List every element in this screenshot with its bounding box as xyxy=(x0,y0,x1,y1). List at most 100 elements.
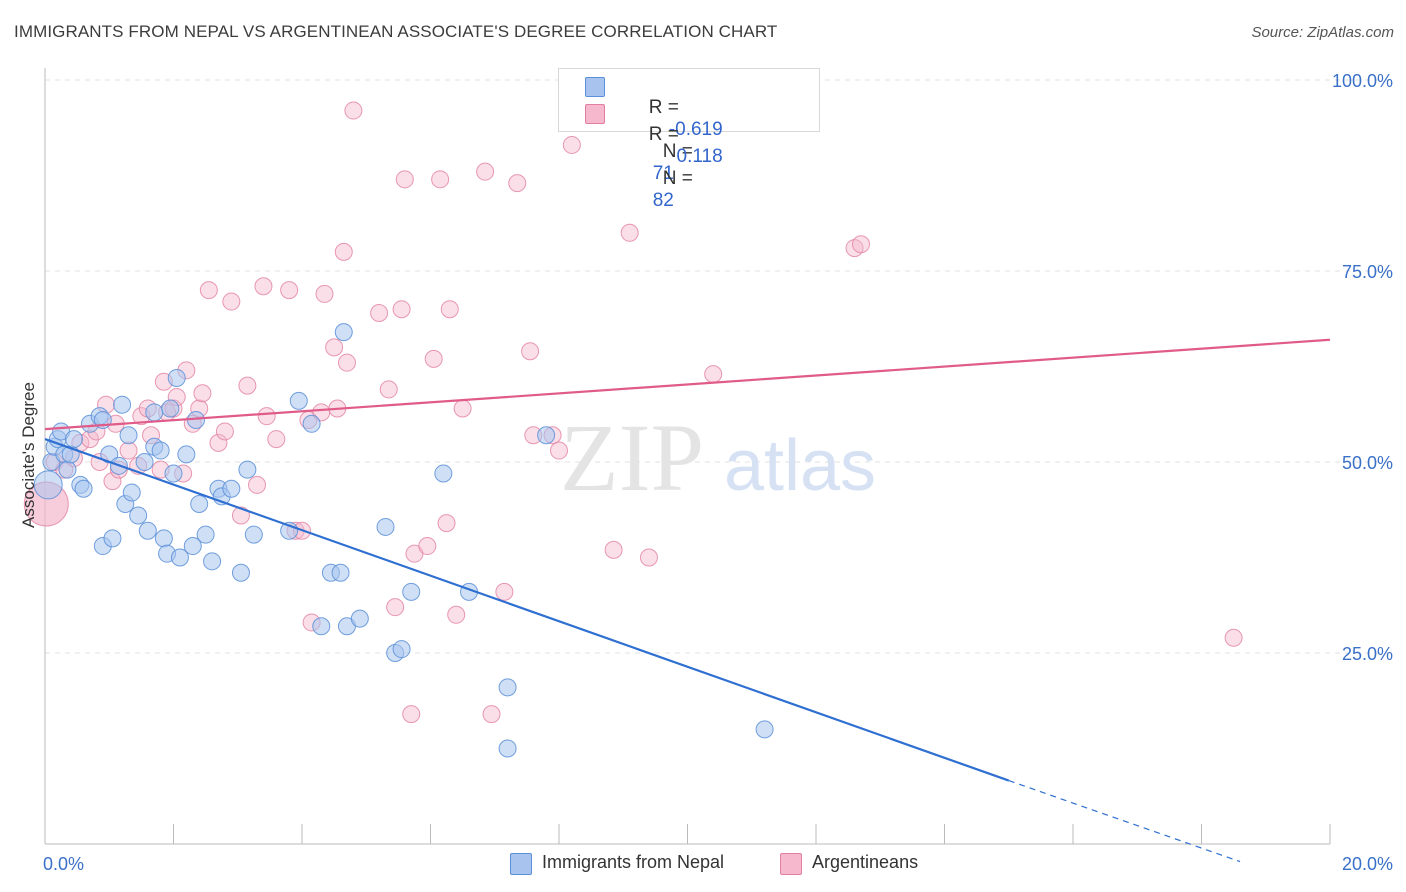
data-point-argentineans xyxy=(334,242,353,261)
data-point-argentineans xyxy=(1224,628,1243,647)
data-point-argentineans xyxy=(424,349,443,368)
data-point-argentineans xyxy=(620,223,639,242)
data-point-nepal xyxy=(161,399,180,418)
data-point-nepal xyxy=(135,453,154,471)
data-point-argentineans xyxy=(447,605,466,624)
data-point-nepal xyxy=(312,617,331,636)
source-label: Source: ZipAtlas.com xyxy=(1251,24,1394,41)
data-point-nepal xyxy=(154,529,173,548)
data-point-argentineans xyxy=(482,705,501,724)
data-point-nepal xyxy=(289,391,308,410)
data-point-nepal xyxy=(231,563,250,582)
data-point-nepal xyxy=(138,521,157,540)
data-point-argentineans xyxy=(704,365,723,384)
bottom-legend-nepal: Immigrants from Nepal xyxy=(542,852,725,872)
y-tick-label: 50.0% xyxy=(1342,453,1393,473)
data-point-argentineans xyxy=(639,548,658,567)
data-point-argentineans xyxy=(193,384,212,403)
series-nepal xyxy=(33,323,774,758)
data-point-nepal xyxy=(33,470,63,500)
legend-r-label: R = xyxy=(648,124,679,145)
data-point-nepal xyxy=(164,464,183,483)
data-point-nepal xyxy=(350,609,369,628)
data-point-argentineans xyxy=(379,380,398,399)
data-point-nepal xyxy=(203,552,222,571)
data-point-nepal xyxy=(151,441,170,460)
data-point-argentineans xyxy=(418,537,437,556)
data-point-nepal xyxy=(58,460,77,479)
bottom-legend-swatch-argentineans xyxy=(780,853,802,875)
data-point-nepal xyxy=(392,640,411,659)
y-axis-label: Associate's Degree xyxy=(19,382,38,528)
data-point-nepal xyxy=(103,529,122,548)
data-point-nepal xyxy=(302,414,321,433)
legend-r-value: 0.118 xyxy=(676,146,723,167)
data-point-nepal xyxy=(222,479,241,498)
data-point-argentineans xyxy=(550,441,568,460)
watermark-zip: ZIP xyxy=(560,404,704,511)
data-point-argentineans xyxy=(103,472,122,491)
legend-box: R = -0.619 N = 71 R = 0.118 N = 82 xyxy=(558,68,820,211)
data-point-nepal xyxy=(74,479,93,498)
data-point-argentineans xyxy=(476,162,495,181)
data-point-argentineans xyxy=(280,281,299,300)
data-point-nepal xyxy=(498,678,517,697)
legend-n-label: N = xyxy=(662,168,693,189)
data-point-argentineans xyxy=(440,300,459,319)
data-point-argentineans xyxy=(495,582,514,601)
legend-swatch-nepal xyxy=(585,77,605,97)
data-point-nepal xyxy=(122,483,141,502)
chart-title: IMMIGRANTS FROM NEPAL VS ARGENTINEAN ASS… xyxy=(14,22,778,41)
data-point-argentineans xyxy=(199,281,218,300)
data-point-argentineans xyxy=(257,407,276,426)
data-point-argentineans xyxy=(337,353,356,372)
data-point-nepal xyxy=(334,323,353,342)
y-tick-label: 75.0% xyxy=(1342,262,1393,282)
data-point-argentineans xyxy=(453,399,472,418)
x-tick-label: 0.0% xyxy=(43,854,84,874)
data-point-nepal xyxy=(129,506,148,525)
data-point-argentineans xyxy=(222,292,241,311)
bottom-legend-argentineans: Argentineans xyxy=(812,852,919,872)
data-point-argentineans xyxy=(392,300,411,319)
legend-n-value: 71 xyxy=(652,163,674,184)
data-point-nepal xyxy=(167,368,186,387)
data-point-argentineans xyxy=(431,170,450,189)
trendline-nepal-extension xyxy=(1008,780,1241,863)
data-point-nepal xyxy=(190,495,209,514)
data-point-argentineans xyxy=(119,441,138,460)
data-point-nepal xyxy=(119,426,138,445)
data-point-nepal xyxy=(434,464,453,483)
trendlines xyxy=(44,338,1331,863)
data-point-nepal xyxy=(145,403,164,422)
trendline-nepal xyxy=(44,438,1010,782)
data-point-argentineans xyxy=(851,235,870,254)
data-point-nepal xyxy=(113,395,132,414)
data-point-nepal xyxy=(183,537,202,556)
data-point-argentineans xyxy=(437,514,456,533)
data-point-argentineans xyxy=(562,135,581,154)
data-point-argentineans xyxy=(254,277,273,296)
legend-n-label: N = xyxy=(662,141,693,162)
data-point-argentineans xyxy=(344,101,363,120)
data-point-argentineans xyxy=(315,284,334,303)
legend-r-value: -0.619 xyxy=(668,119,723,140)
data-point-argentineans xyxy=(231,506,250,525)
data-point-argentineans xyxy=(521,342,540,361)
data-point-nepal xyxy=(238,460,257,479)
legend-n-value: 82 xyxy=(652,190,674,211)
data-point-nepal xyxy=(170,548,189,567)
trendline-argentineans xyxy=(44,338,1331,431)
bottom-legend-swatch-nepal xyxy=(510,853,532,875)
y-tick-label: 25.0% xyxy=(1342,644,1393,664)
data-point-argentineans xyxy=(402,705,421,724)
data-point-nepal xyxy=(331,563,350,582)
data-point-nepal xyxy=(64,430,83,449)
data-point-argentineans xyxy=(267,430,286,449)
data-point-argentineans xyxy=(508,174,527,193)
data-point-nepal xyxy=(376,517,395,536)
data-point-argentineans xyxy=(248,475,267,494)
data-point-argentineans xyxy=(370,304,389,323)
legend-r-label: R = xyxy=(648,97,679,118)
